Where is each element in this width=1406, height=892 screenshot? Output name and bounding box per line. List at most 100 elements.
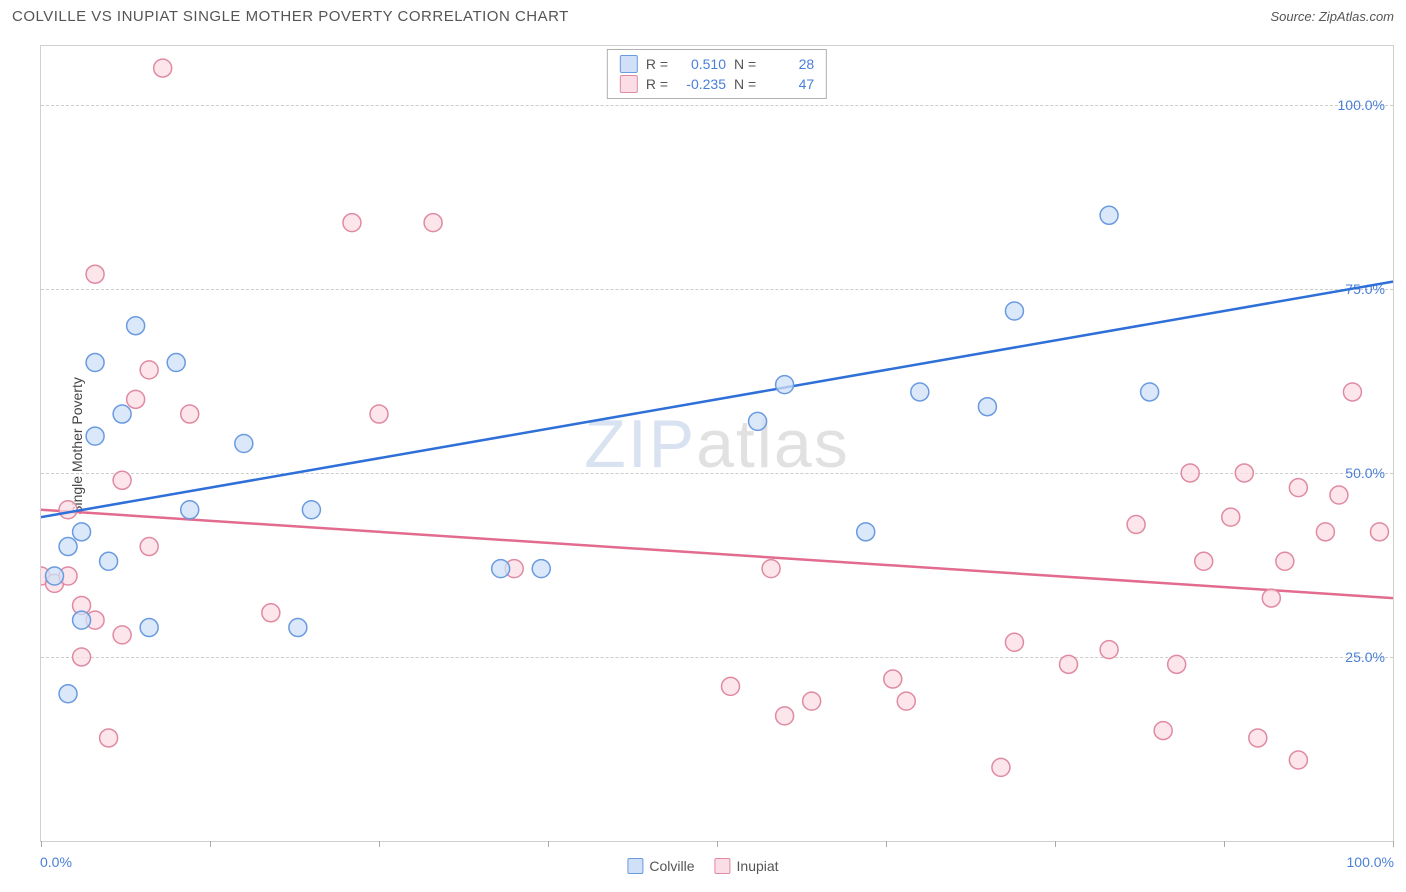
data-point-inupiat (1060, 655, 1078, 673)
data-point-inupiat (992, 758, 1010, 776)
data-point-colville (73, 611, 91, 629)
data-point-colville (235, 435, 253, 453)
trend-line-inupiat (41, 510, 1393, 598)
legend-item-colville: Colville (627, 858, 694, 874)
chart-source: Source: ZipAtlas.com (1270, 9, 1394, 24)
data-point-inupiat (113, 471, 131, 489)
legend-n-inupiat: 47 (764, 76, 814, 92)
data-point-inupiat (1195, 552, 1213, 570)
legend-n-label: N = (734, 56, 756, 72)
data-point-inupiat (1289, 751, 1307, 769)
legend-swatch-inupiat (715, 858, 731, 874)
data-point-colville (181, 501, 199, 519)
legend-r-inupiat: -0.235 (676, 76, 726, 92)
data-point-colville (59, 685, 77, 703)
data-point-inupiat (1289, 479, 1307, 497)
data-point-colville (1100, 206, 1118, 224)
data-point-colville (749, 412, 767, 430)
data-point-inupiat (722, 677, 740, 695)
data-point-inupiat (762, 560, 780, 578)
data-point-colville (978, 398, 996, 416)
data-point-inupiat (1154, 722, 1172, 740)
x-tick (210, 841, 211, 847)
x-min-label: 0.0% (40, 854, 72, 870)
data-point-colville (776, 376, 794, 394)
legend-label-colville: Colville (649, 858, 694, 874)
data-point-inupiat (73, 648, 91, 666)
data-point-inupiat (897, 692, 915, 710)
data-point-colville (492, 560, 510, 578)
legend-swatch-inupiat (620, 75, 638, 93)
data-point-inupiat (1100, 641, 1118, 659)
chart-title: COLVILLE VS INUPIAT SINGLE MOTHER POVERT… (12, 8, 569, 25)
legend-n-colville: 28 (764, 56, 814, 72)
data-point-inupiat (1316, 523, 1334, 541)
x-tick (41, 841, 42, 847)
data-point-inupiat (424, 214, 442, 232)
legend-swatch-colville (620, 55, 638, 73)
data-point-colville (46, 567, 64, 585)
data-point-colville (167, 354, 185, 372)
data-point-colville (100, 552, 118, 570)
data-point-inupiat (1181, 464, 1199, 482)
scatter-plot-svg (41, 46, 1393, 841)
data-point-inupiat (113, 626, 131, 644)
x-tick (1393, 841, 1394, 847)
data-point-inupiat (1005, 633, 1023, 651)
data-point-inupiat (1235, 464, 1253, 482)
legend-row-inupiat: R = -0.235 N = 47 (620, 74, 814, 94)
data-point-inupiat (803, 692, 821, 710)
data-point-inupiat (1276, 552, 1294, 570)
legend-swatch-colville (627, 858, 643, 874)
data-point-colville (86, 427, 104, 445)
data-point-colville (857, 523, 875, 541)
data-point-inupiat (370, 405, 388, 423)
x-tick (1055, 841, 1056, 847)
correlation-legend: R = 0.510 N = 28 R = -0.235 N = 47 (607, 49, 827, 99)
data-point-inupiat (100, 729, 118, 747)
legend-r-label: R = (646, 56, 668, 72)
data-point-inupiat (127, 390, 145, 408)
data-point-inupiat (1343, 383, 1361, 401)
series-legend: Colville Inupiat (627, 858, 778, 874)
data-point-inupiat (181, 405, 199, 423)
legend-item-inupiat: Inupiat (715, 858, 779, 874)
x-max-label: 100.0% (1347, 854, 1394, 870)
data-point-inupiat (1370, 523, 1388, 541)
data-point-colville (113, 405, 131, 423)
data-point-inupiat (884, 670, 902, 688)
data-point-colville (1005, 302, 1023, 320)
data-point-inupiat (1168, 655, 1186, 673)
data-point-colville (302, 501, 320, 519)
data-point-inupiat (343, 214, 361, 232)
x-tick (379, 841, 380, 847)
data-point-colville (127, 317, 145, 335)
data-point-colville (140, 619, 158, 637)
data-point-inupiat (86, 265, 104, 283)
data-point-colville (86, 354, 104, 372)
data-point-colville (289, 619, 307, 637)
data-point-colville (911, 383, 929, 401)
x-tick (1224, 841, 1225, 847)
data-point-inupiat (59, 501, 77, 519)
data-point-inupiat (776, 707, 794, 725)
data-point-colville (73, 523, 91, 541)
data-point-inupiat (1249, 729, 1267, 747)
data-point-colville (532, 560, 550, 578)
plot-area: ZIPatlas R = 0.510 N = 28 R = -0.235 N =… (41, 46, 1393, 841)
x-tick (548, 841, 549, 847)
x-tick (886, 841, 887, 847)
data-point-inupiat (154, 59, 172, 77)
legend-r-label: R = (646, 76, 668, 92)
data-point-inupiat (262, 604, 280, 622)
chart-header: COLVILLE VS INUPIAT SINGLE MOTHER POVERT… (0, 0, 1406, 29)
data-point-colville (59, 538, 77, 556)
legend-label-inupiat: Inupiat (737, 858, 779, 874)
data-point-inupiat (1330, 486, 1348, 504)
data-point-inupiat (140, 361, 158, 379)
data-point-inupiat (1222, 508, 1240, 526)
legend-row-colville: R = 0.510 N = 28 (620, 54, 814, 74)
legend-r-colville: 0.510 (676, 56, 726, 72)
data-point-inupiat (1262, 589, 1280, 607)
data-point-colville (1141, 383, 1159, 401)
